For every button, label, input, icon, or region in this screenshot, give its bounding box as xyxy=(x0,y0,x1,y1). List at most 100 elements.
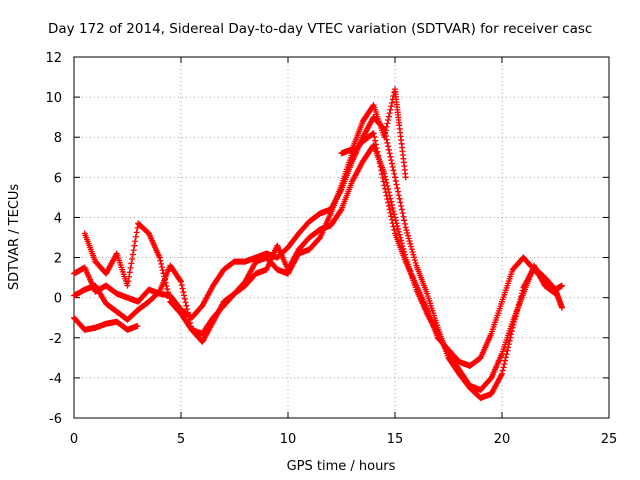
y-tick-label: 0 xyxy=(54,292,62,307)
y-tick-label: 10 xyxy=(45,91,62,106)
y-tick-label: -6 xyxy=(49,412,62,427)
data-point xyxy=(385,143,392,150)
data-point xyxy=(397,199,404,206)
data-point xyxy=(371,133,378,140)
data-point xyxy=(385,202,392,209)
data-point xyxy=(391,227,398,234)
data-point xyxy=(408,243,415,250)
data-point xyxy=(402,224,409,231)
data-point xyxy=(387,209,394,216)
data-point xyxy=(165,292,172,299)
data-point xyxy=(379,174,386,181)
data-point xyxy=(383,192,390,199)
data-point xyxy=(159,267,166,274)
data-point xyxy=(134,224,141,231)
data-point xyxy=(187,319,194,326)
data-point xyxy=(395,192,402,199)
plot-frame xyxy=(73,56,610,419)
y-tick-label: 12 xyxy=(45,51,62,66)
data-point xyxy=(158,264,165,271)
data-point xyxy=(382,130,389,137)
data-point xyxy=(129,255,136,262)
data-point xyxy=(499,367,506,374)
data-point xyxy=(181,292,188,299)
data-point xyxy=(501,360,508,367)
data-point xyxy=(165,289,172,296)
data-point xyxy=(384,196,391,203)
data-point xyxy=(156,254,163,261)
grid xyxy=(74,57,609,418)
data-point xyxy=(390,167,397,174)
data-point xyxy=(403,227,410,234)
data-point xyxy=(406,238,413,245)
data-point xyxy=(499,370,505,377)
data-point xyxy=(388,216,395,223)
data-point xyxy=(177,277,184,284)
data-point xyxy=(379,171,386,178)
data-point xyxy=(395,225,402,232)
data-point xyxy=(411,257,418,264)
data-point xyxy=(393,181,400,188)
data-point xyxy=(410,251,417,258)
data-point xyxy=(186,316,193,323)
y-tick-label: -2 xyxy=(49,332,62,347)
data-point xyxy=(411,254,418,261)
data-point xyxy=(388,198,395,205)
data-point xyxy=(389,164,396,171)
data-point xyxy=(399,210,406,217)
data-point xyxy=(126,273,133,280)
data-point xyxy=(130,247,137,254)
data-point xyxy=(398,202,405,209)
data-point xyxy=(389,220,396,227)
data-point xyxy=(178,282,185,289)
x-tick-label: 15 xyxy=(387,432,404,447)
data-point xyxy=(374,148,381,155)
data-point xyxy=(394,185,401,192)
data-point xyxy=(382,127,389,134)
data-point xyxy=(504,347,511,354)
data-point xyxy=(385,199,392,206)
y-tick-label: -4 xyxy=(49,372,62,387)
x-axis-label: GPS time / hours xyxy=(287,459,396,474)
data-point xyxy=(388,213,395,220)
y-tick-label: 4 xyxy=(54,211,62,226)
data-point xyxy=(378,167,385,174)
data-point xyxy=(395,188,402,195)
data-point xyxy=(500,364,507,371)
data-point xyxy=(185,313,192,320)
data-point xyxy=(376,160,383,167)
data-point xyxy=(390,208,397,215)
data-point xyxy=(370,130,377,137)
data-point xyxy=(382,189,389,196)
data-point xyxy=(407,240,414,247)
y-tick-label: 6 xyxy=(54,171,62,186)
data-point xyxy=(388,160,395,167)
data-point xyxy=(132,238,139,245)
data-point xyxy=(401,220,408,227)
data-point xyxy=(390,223,397,230)
chart-title: Day 172 of 2014, Sidereal Day-to-day VTE… xyxy=(48,21,592,37)
y-tick-label: 8 xyxy=(54,131,62,146)
data-point xyxy=(381,134,388,141)
data-point xyxy=(131,242,138,249)
x-tick-label: 5 xyxy=(177,432,185,447)
data-point xyxy=(408,246,415,253)
data-point xyxy=(396,231,403,238)
data-point xyxy=(375,152,382,159)
x-tick-label: 0 xyxy=(70,432,78,447)
data-point xyxy=(404,232,411,239)
data-point xyxy=(178,278,184,285)
data-point xyxy=(388,103,395,110)
x-tick-label: 20 xyxy=(494,432,511,447)
data-point xyxy=(375,156,382,163)
data-point xyxy=(387,153,394,160)
data-point xyxy=(401,217,408,224)
x-tick-label: 10 xyxy=(280,432,297,447)
data-point xyxy=(380,178,387,185)
data-point xyxy=(386,150,393,157)
data-point xyxy=(405,235,412,242)
data-point xyxy=(164,286,171,293)
data-point xyxy=(386,206,393,213)
data-point xyxy=(134,323,141,330)
data-point xyxy=(502,357,509,364)
